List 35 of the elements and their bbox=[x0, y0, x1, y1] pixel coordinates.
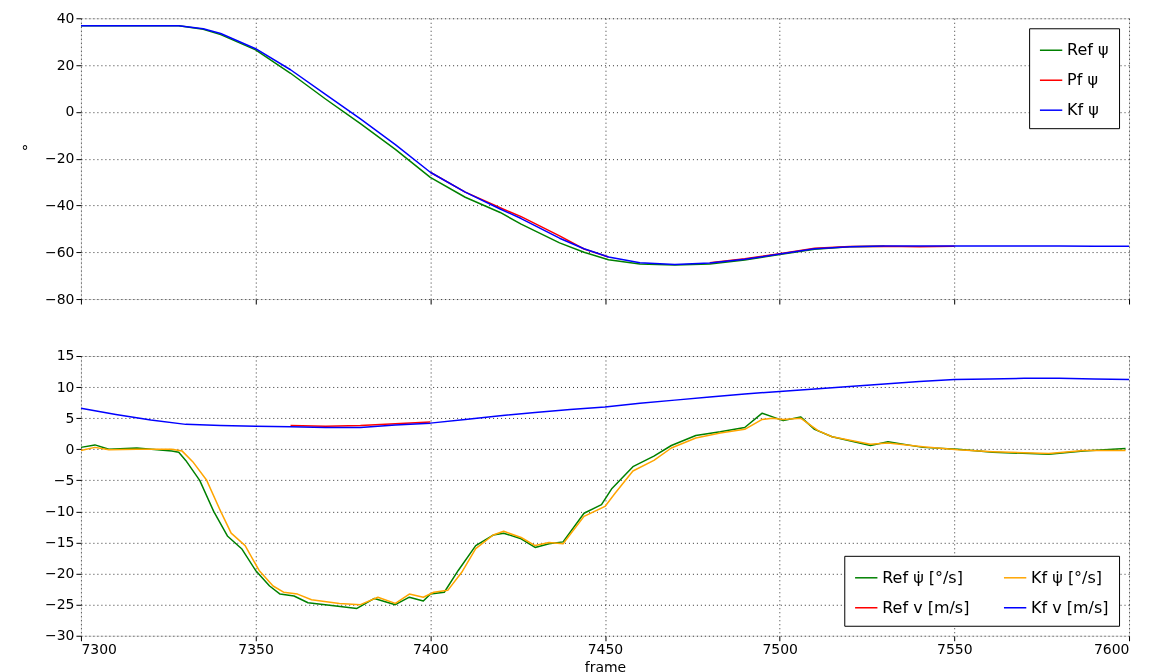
legend-label: Ref v [m/s] bbox=[882, 597, 970, 617]
y-tick-label: 20 bbox=[56, 56, 75, 73]
y-tick-label: 5 bbox=[65, 409, 75, 426]
y-tick-label: −15 bbox=[44, 533, 75, 550]
x-tick-label: 7500 bbox=[762, 641, 798, 658]
x-tick-label: 7350 bbox=[238, 641, 274, 658]
legend-label: Ref ψ bbox=[1067, 40, 1109, 60]
legend-label: Kf ψ bbox=[1067, 100, 1099, 120]
legend-label: Ref ψ̇ [°/s] bbox=[882, 567, 963, 587]
y-tick-label: 15 bbox=[56, 347, 75, 364]
y-tick-label: −20 bbox=[44, 150, 75, 167]
y-tick-label: −10 bbox=[44, 502, 75, 519]
y-tick-label: −80 bbox=[44, 290, 75, 307]
y-tick-label: −40 bbox=[44, 196, 75, 213]
y-tick-label: −30 bbox=[44, 627, 75, 644]
legend-label: Pf ψ bbox=[1067, 70, 1098, 90]
y-tick-label: 40 bbox=[56, 9, 75, 26]
x-tick-label: 7600 bbox=[1093, 641, 1130, 658]
y-tick-label: −20 bbox=[44, 565, 75, 582]
y-tick-label: 0 bbox=[65, 440, 75, 457]
y-tick-label: −60 bbox=[44, 243, 75, 260]
x-tick-label: 7300 bbox=[81, 641, 117, 658]
line-series bbox=[80, 377, 1130, 429]
x-tick-label: 7400 bbox=[413, 641, 449, 658]
x-tick-label: 7450 bbox=[587, 641, 624, 658]
y-tick-label: −5 bbox=[53, 471, 75, 488]
y-tick-label: −25 bbox=[44, 596, 75, 613]
y-axis-title: ° bbox=[21, 143, 29, 160]
x-tick-label: 7550 bbox=[937, 641, 973, 658]
y-tick-label: 10 bbox=[56, 378, 75, 395]
y-tick-label: 0 bbox=[65, 103, 75, 120]
legend-label: Kf v [m/s] bbox=[1031, 597, 1109, 617]
line-series bbox=[80, 25, 1130, 266]
legend-label: Kf ψ̇ [°/s] bbox=[1031, 567, 1103, 587]
x-axis-title: frame bbox=[584, 659, 627, 672]
